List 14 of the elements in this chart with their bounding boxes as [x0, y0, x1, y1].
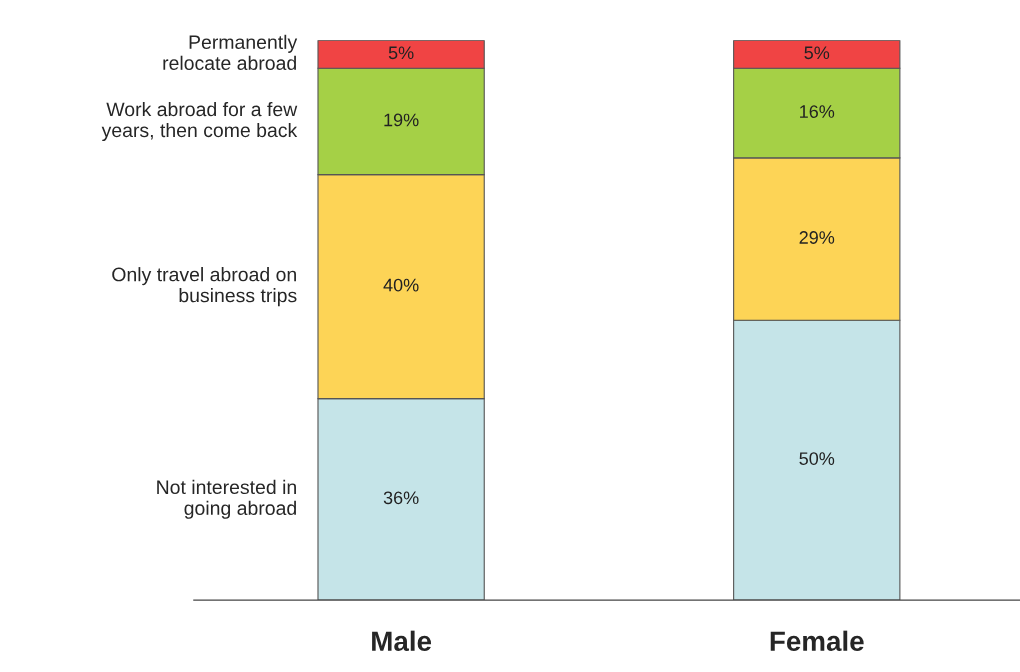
data-label: 19%	[384, 113, 419, 127]
series-label: Not interested in going abroad	[157, 479, 296, 519]
data-label: 50%	[799, 452, 835, 465]
data-label: 29%	[799, 231, 835, 244]
series-label: Permanently relocate abroad	[163, 34, 298, 71]
data-label: 40%	[383, 278, 419, 292]
data-label: 5%	[804, 46, 830, 60]
x-tick-label: Female	[770, 630, 864, 652]
data-label: 5%	[388, 46, 414, 60]
x-tick-label: Male	[372, 630, 432, 652]
data-label: 36%	[383, 491, 419, 505]
series-label: Only travel abroad on business trips	[112, 267, 297, 307]
data-label: 16%	[800, 105, 835, 118]
series-label: Work abroad for a few years, then come back	[101, 101, 298, 142]
